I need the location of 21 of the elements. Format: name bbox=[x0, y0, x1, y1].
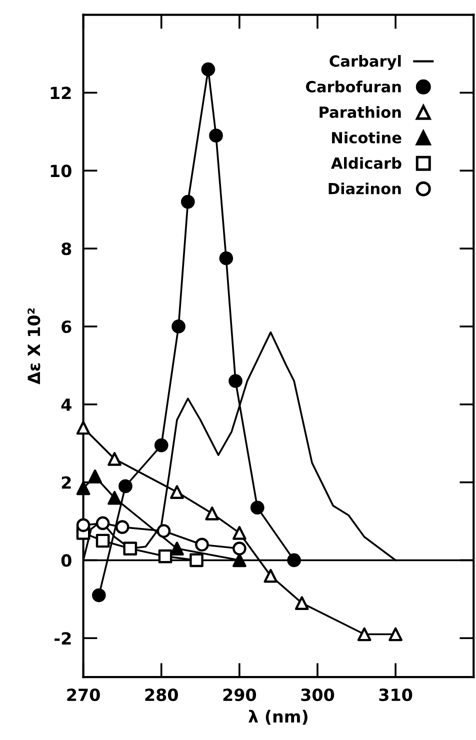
legend-label: Parathion bbox=[320, 106, 401, 118]
y-tick-label: -2 bbox=[54, 632, 71, 644]
x-tick-label: 300 bbox=[301, 688, 334, 702]
y-tick-label: 8 bbox=[62, 242, 72, 256]
legend-label: Carbofuran bbox=[306, 80, 401, 92]
x-tick-label: 310 bbox=[379, 688, 412, 702]
x-tick-label: 270 bbox=[67, 688, 100, 702]
x-axis-title: λ (nm) bbox=[248, 710, 308, 725]
legend-label: Carbaryl bbox=[330, 55, 401, 70]
legend-label: Nicotine bbox=[332, 132, 402, 144]
x-tick-label: 280 bbox=[145, 688, 178, 702]
y-tick-label: 10 bbox=[50, 164, 72, 178]
y-tick-label: 0 bbox=[61, 554, 72, 567]
x-tick-label: 290 bbox=[223, 688, 256, 702]
y-axis-title: Δε X 10² bbox=[28, 308, 40, 384]
legend-label: Aldicarb bbox=[330, 157, 402, 169]
y-tick-label: 12 bbox=[50, 86, 71, 100]
legend-label: Diazinon bbox=[328, 182, 401, 194]
y-tick-label: 6 bbox=[62, 320, 72, 334]
y-tick-label: 4 bbox=[61, 398, 72, 411]
y-tick-label: 2 bbox=[62, 476, 71, 489]
